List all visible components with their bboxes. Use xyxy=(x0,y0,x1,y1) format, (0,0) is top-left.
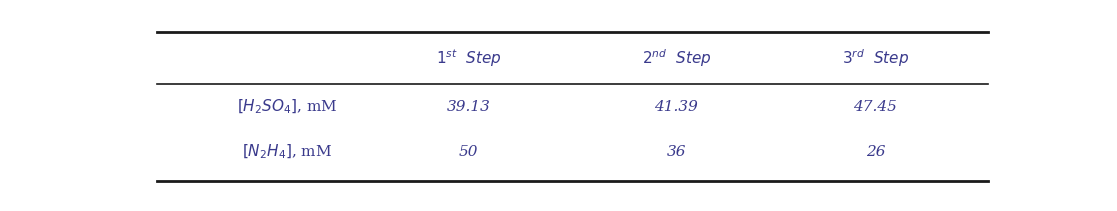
Text: 50: 50 xyxy=(459,145,478,159)
Text: 47.45: 47.45 xyxy=(853,100,897,114)
Text: $\mathit{1^{st}}$  $\mathit{Step}$: $\mathit{1^{st}}$ $\mathit{Step}$ xyxy=(436,47,502,69)
Text: 41.39: 41.39 xyxy=(655,100,698,114)
Text: 36: 36 xyxy=(667,145,686,159)
Text: 26: 26 xyxy=(866,145,885,159)
Text: $[\mathit{H_2SO_4}]$, mM: $[\mathit{H_2SO_4}]$, mM xyxy=(237,97,337,116)
Text: $[\mathit{N_2H_4}]$, mM: $[\mathit{N_2H_4}]$, mM xyxy=(241,143,332,161)
Text: 39.13: 39.13 xyxy=(447,100,490,114)
Text: $\mathit{2^{nd}}$  $\mathit{Step}$: $\mathit{2^{nd}}$ $\mathit{Step}$ xyxy=(641,47,712,69)
Text: $\mathit{3^{rd}}$  $\mathit{Step}$: $\mathit{3^{rd}}$ $\mathit{Step}$ xyxy=(842,47,909,69)
